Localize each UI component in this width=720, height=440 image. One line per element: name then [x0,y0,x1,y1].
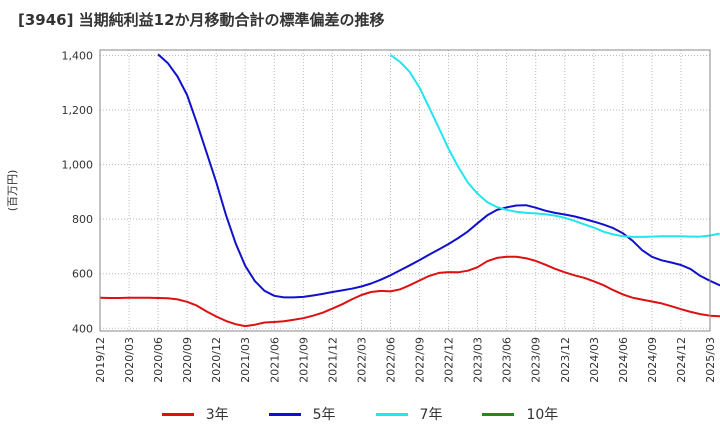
x-tick-label: 2020/09 [181,337,194,383]
y-tick-label: 1,400 [62,49,94,62]
chart-title: [3946] 当期純利益12か月移動合計の標準偏差の推移 [18,11,385,29]
x-tick-label: 2024/09 [646,337,659,383]
plot-frame [99,49,711,332]
legend: 3年 5年 7年 10年 [0,404,720,424]
x-tick-label: 2021/09 [297,337,310,383]
x-tick-label: 2023/06 [501,337,514,383]
gridlines [99,50,711,331]
y-tick-label: 600 [72,268,93,281]
x-tick-label: 2024/03 [588,337,601,383]
x-tick-label: 2025/03 [704,337,717,383]
x-tick-label: 2024/12 [675,337,688,383]
x-tick-label: 2022/12 [443,337,456,383]
x-tick-labels: 2019/12 2020/03 2020/06 2020/09 2020/12 2021/… [94,337,717,383]
y-axis-label: (百万円) [6,170,19,212]
x-tick-label: 2023/12 [559,337,572,383]
y-tick-label: 1,200 [62,104,94,117]
y-tick-labels: 400 600 800 1,000 1,200 1,400 [62,49,94,335]
series-line-2 [157,53,720,299]
x-tick-label: 2022/06 [384,337,397,383]
legend-item-3y: 3年 [161,404,229,424]
x-tick-label: 2023/03 [472,337,485,383]
legend-label-3y: 3年 [205,407,229,423]
legend-swatch-10y [482,412,515,416]
y-tick-label: 1,000 [62,159,94,172]
legend-item-7y: 7年 [375,404,443,424]
x-tick-label: 2019/12 [94,337,107,383]
x-tick-label: 2020/12 [210,337,223,383]
legend-swatch-5y [268,412,301,416]
x-tick-label: 2021/12 [326,337,339,383]
legend-item-10y: 10年 [482,404,558,424]
y-tick-label: 400 [72,322,93,335]
series-lines [99,53,720,328]
legend-label-7y: 7年 [419,407,443,423]
x-tick-label: 2023/09 [530,337,543,383]
x-tick-label: 2022/03 [355,337,368,383]
x-tick-label: 2021/06 [268,337,281,383]
legend-label-5y: 5年 [312,407,336,423]
x-tick-label: 2021/03 [239,337,252,383]
legend-swatch-3y [161,412,194,416]
x-tick-label: 2020/06 [152,337,165,383]
legend-swatch-7y [375,412,408,416]
legend-label-10y: 10年 [526,407,559,423]
x-tick-label: 2022/09 [414,337,427,383]
series-line-1 [99,255,720,328]
x-tick-label: 2020/03 [123,337,136,383]
x-tick-label: 2024/06 [617,337,630,383]
legend-item-5y: 5年 [268,404,336,424]
series-line-3 [389,54,720,238]
y-tick-label: 800 [72,213,93,226]
